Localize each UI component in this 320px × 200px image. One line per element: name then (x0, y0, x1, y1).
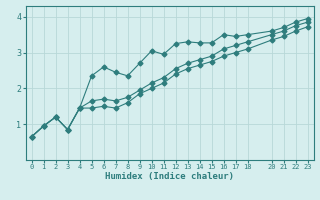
X-axis label: Humidex (Indice chaleur): Humidex (Indice chaleur) (105, 172, 234, 181)
